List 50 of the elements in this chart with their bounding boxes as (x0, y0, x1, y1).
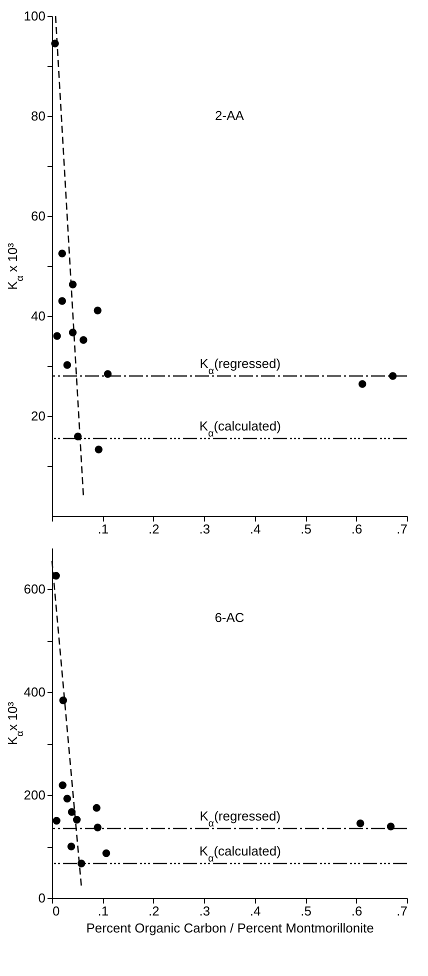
x-tick-label: .4 (250, 522, 261, 536)
x-tick-label: .6 (351, 522, 362, 536)
x-tick-label: .7 (396, 522, 408, 536)
x-tick-label: .4 (250, 904, 261, 918)
y-tick-label: 100 (24, 8, 46, 24)
y-tick-label: 0 (38, 890, 46, 906)
y-tick-label: 80 (31, 108, 46, 124)
y-tick-label: 20 (31, 408, 46, 424)
point (52, 816, 60, 825)
y-tick-label: 200 (24, 788, 46, 803)
x-tick-label: .5 (300, 904, 312, 918)
y-tick-label: 40 (31, 308, 46, 324)
point (67, 842, 76, 850)
point (92, 804, 100, 812)
point (53, 332, 61, 340)
point (358, 380, 366, 388)
ref-line-label: K$_{α}$(regressed) (200, 808, 281, 830)
x-tick-label: .3 (199, 904, 210, 918)
y-tick-label: 60 (31, 208, 46, 224)
point (68, 808, 76, 816)
point (63, 794, 72, 803)
point (68, 328, 77, 336)
y-tick-label: 400 (24, 684, 46, 700)
x-tick-label: .1 (98, 522, 109, 536)
text: 2-AA (215, 108, 244, 123)
x-tick-label: .2 (148, 522, 160, 536)
point (63, 361, 72, 369)
point (94, 306, 102, 314)
x-axis-title: Percent Organic Carbon / Percent Montmorillonite (86, 920, 374, 936)
x-tick-label: .5 (300, 522, 312, 536)
x-tick-label: .1 (98, 904, 109, 918)
y-tick-label: 600 (24, 582, 46, 597)
point (386, 822, 395, 830)
point (58, 250, 66, 258)
text: 6-AC (214, 610, 244, 625)
ref-line-label: K$_{α}$(calculated) (199, 844, 281, 864)
x-tick-label: 0 (52, 904, 60, 918)
point (58, 297, 66, 305)
point (102, 849, 110, 858)
x-tick-label: .6 (351, 904, 362, 918)
point (356, 820, 364, 828)
x-tick-label: .7 (396, 904, 408, 918)
point (104, 370, 112, 378)
ref-line-label: K$_{α}$(regressed) (200, 356, 281, 376)
x-tick-label: .3 (199, 522, 210, 536)
x-tick-label: .2 (148, 904, 160, 918)
point (80, 336, 88, 344)
ref-line-label: K$_{α}$(calculated) (199, 418, 281, 439)
point (94, 446, 103, 454)
point (58, 781, 67, 790)
